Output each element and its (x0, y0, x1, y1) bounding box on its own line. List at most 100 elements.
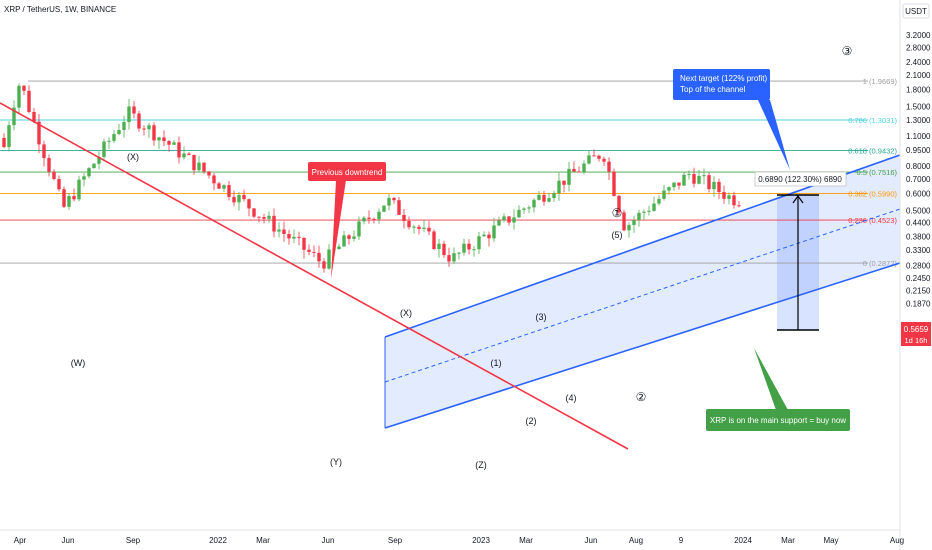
candle-down[interactable] (722, 192, 726, 199)
candle-down[interactable] (212, 175, 216, 184)
candle-down[interactable] (52, 171, 56, 180)
candle-up[interactable] (277, 229, 281, 232)
candle-down[interactable] (597, 155, 601, 159)
candle-down[interactable] (732, 195, 736, 206)
candle-down[interactable] (297, 236, 301, 238)
candle-up[interactable] (667, 187, 671, 191)
candle-up[interactable] (67, 196, 71, 207)
candle-down[interactable] (432, 231, 436, 250)
candle-up[interactable] (632, 220, 636, 225)
candle-up[interactable] (497, 220, 501, 226)
candle-down[interactable] (427, 227, 431, 232)
candle-down[interactable] (162, 137, 166, 142)
candle-down[interactable] (282, 229, 286, 235)
candle-up[interactable] (567, 168, 571, 185)
candle-down[interactable] (347, 235, 351, 239)
candle-down[interactable] (707, 175, 711, 190)
candle-down[interactable] (407, 221, 411, 228)
candle-up[interactable] (462, 243, 466, 253)
candle-up[interactable] (527, 207, 531, 209)
candle-down[interactable] (192, 154, 196, 171)
channel-bottom-line[interactable] (384, 262, 901, 429)
candle-up[interactable] (12, 107, 16, 126)
candle-down[interactable] (207, 171, 211, 176)
candle-up[interactable] (82, 176, 86, 180)
candle-down[interactable] (577, 171, 581, 173)
candle-down[interactable] (717, 181, 721, 193)
candle-up[interactable] (697, 176, 701, 184)
candle-up[interactable] (342, 235, 346, 247)
candle-down[interactable] (202, 162, 206, 172)
candle-up[interactable] (327, 249, 331, 269)
candle-up[interactable] (547, 198, 551, 202)
candle-up[interactable] (637, 212, 641, 221)
candle-down[interactable] (177, 142, 181, 158)
candle-up[interactable] (687, 174, 691, 176)
candle-down[interactable] (692, 174, 696, 184)
candle-up[interactable] (522, 208, 526, 210)
candle-up[interactable] (387, 197, 391, 206)
candle-down[interactable] (417, 226, 421, 229)
candle-up[interactable] (682, 174, 686, 186)
candle-up[interactable] (537, 194, 541, 200)
candle-up[interactable] (102, 141, 106, 157)
candle-up[interactable] (457, 252, 461, 254)
candle-down[interactable] (57, 179, 61, 190)
candle-up[interactable] (552, 193, 556, 199)
candle-down[interactable] (737, 205, 741, 207)
candle-up[interactable] (482, 234, 486, 237)
candle-up[interactable] (472, 249, 476, 251)
candle-up[interactable] (657, 198, 661, 204)
candle-up[interactable] (92, 163, 96, 169)
candle-up[interactable] (127, 106, 131, 123)
candle-up[interactable] (7, 125, 11, 148)
candle-down[interactable] (47, 158, 51, 172)
candle-down[interactable] (487, 234, 491, 239)
candle-up[interactable] (437, 243, 441, 250)
candle-up[interactable] (357, 221, 361, 237)
candle-down[interactable] (2, 137, 6, 148)
candle-up[interactable] (452, 253, 456, 262)
candle-up[interactable] (147, 125, 151, 130)
candle-up[interactable] (237, 194, 241, 203)
candle-up[interactable] (377, 211, 381, 220)
candle-up[interactable] (182, 153, 186, 158)
candle-down[interactable] (32, 112, 36, 122)
candle-down[interactable] (617, 195, 621, 213)
candle-down[interactable] (592, 155, 596, 157)
candle-down[interactable] (677, 182, 681, 186)
candle-up[interactable] (642, 211, 646, 213)
candle-down[interactable] (572, 168, 576, 172)
candle-up[interactable] (582, 163, 586, 172)
candle-up[interactable] (652, 203, 656, 211)
candle-up[interactable] (122, 122, 126, 130)
candle-down[interactable] (402, 214, 406, 222)
candle-up[interactable] (512, 217, 516, 223)
candle-up[interactable] (492, 225, 496, 239)
candle-down[interactable] (612, 171, 616, 196)
candle-up[interactable] (532, 199, 536, 208)
candle-up[interactable] (157, 137, 161, 141)
candle-up[interactable] (222, 185, 226, 189)
candle-down[interactable] (287, 234, 291, 239)
candle-down[interactable] (137, 113, 141, 129)
downtrend-line[interactable] (0, 102, 629, 450)
candle-down[interactable] (72, 196, 76, 200)
candle-down[interactable] (322, 261, 326, 269)
candle-up[interactable] (727, 195, 731, 199)
candle-down[interactable] (447, 255, 451, 262)
candle-down[interactable] (227, 185, 231, 197)
candle-down[interactable] (132, 106, 136, 114)
candle-down[interactable] (217, 183, 221, 189)
candle-down[interactable] (372, 218, 376, 220)
candle-down[interactable] (142, 128, 146, 130)
candle-down[interactable] (392, 197, 396, 201)
candle-down[interactable] (62, 189, 66, 207)
candle-down[interactable] (272, 215, 276, 232)
candle-up[interactable] (702, 175, 706, 177)
candle-down[interactable] (262, 217, 266, 219)
candle-up[interactable] (97, 156, 101, 164)
candle-down[interactable] (252, 208, 256, 217)
candle-down[interactable] (507, 216, 511, 223)
